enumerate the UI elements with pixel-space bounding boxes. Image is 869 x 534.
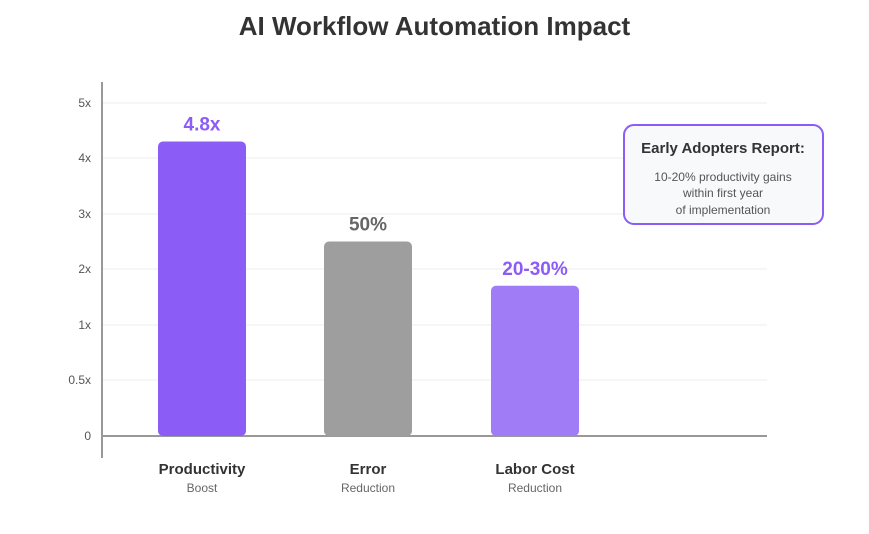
bar-value-label: 20-30% bbox=[502, 259, 568, 280]
bar-error bbox=[324, 241, 412, 436]
category-label: Labor Cost bbox=[495, 461, 574, 478]
bar-labor-cost bbox=[491, 285, 579, 436]
annotation-line: 10-20% productivity gains bbox=[654, 170, 791, 184]
annotation-title: Early Adopters Report: bbox=[641, 140, 805, 157]
category-labels: Productivity Boost Error Reduction Labor Cos… bbox=[159, 461, 575, 495]
y-axis-ticks: 0 0.5x 1x 2x 3x 4x 5x bbox=[68, 96, 91, 443]
y-tick-label: 0.5x bbox=[68, 373, 91, 387]
annotation-box: Early Adopters Report: 10-20% productivi… bbox=[623, 124, 824, 225]
bar-value-label: 4.8x bbox=[184, 115, 221, 136]
y-tick-label: 5x bbox=[78, 96, 91, 110]
annotation-line: within first year bbox=[682, 186, 763, 200]
bar-value-label: 50% bbox=[349, 215, 387, 236]
y-tick-label: 3x bbox=[78, 207, 91, 221]
annotation-line: of implementation bbox=[676, 203, 771, 217]
y-tick-label: 1x bbox=[78, 318, 91, 332]
category-sublabel: Reduction bbox=[341, 481, 395, 495]
bar-productivity bbox=[158, 141, 246, 436]
category-sublabel: Reduction bbox=[508, 481, 562, 495]
category-label: Productivity bbox=[159, 461, 246, 478]
y-tick-label: 0 bbox=[84, 429, 91, 443]
bars bbox=[158, 141, 579, 436]
annotation-box-frame bbox=[623, 124, 824, 225]
y-tick-label: 4x bbox=[78, 151, 91, 165]
y-tick-label: 2x bbox=[78, 262, 91, 276]
category-label: Error bbox=[350, 461, 387, 478]
bar-value-labels: 4.8x 50% 20-30% bbox=[184, 115, 568, 280]
category-sublabel: Boost bbox=[187, 481, 218, 495]
chart-title: AI Workflow Automation Impact bbox=[239, 11, 631, 41]
